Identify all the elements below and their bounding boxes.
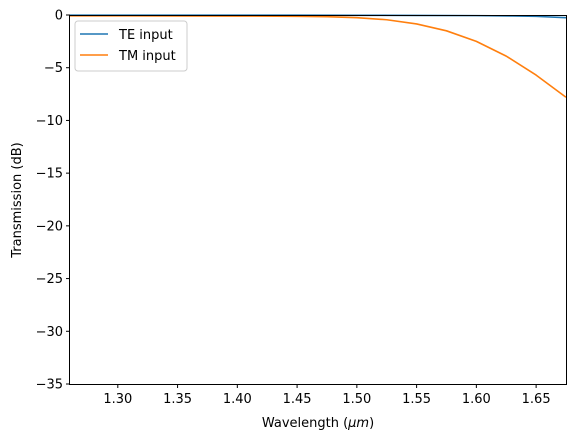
x-tick-label: 1.65 [522,392,551,407]
y-axis-label: Transmission (dB) [10,142,25,258]
legend-label-tm: TM input [118,49,176,64]
x-axis-label: Wavelength (μm) [262,416,374,431]
legend-label-te: TE input [118,28,173,43]
y-tick-label: −10 [36,114,63,129]
y-tick-label: −5 [44,61,63,76]
y-tick-label: −25 [36,272,63,287]
y-tick-label: 0 [55,9,63,24]
y-tick-label: −15 [36,167,63,182]
x-tick-label: 1.30 [103,392,132,407]
x-tick-label: 1.60 [462,392,491,407]
x-tick-label: 1.35 [163,392,192,407]
x-tick-label: 1.40 [223,392,252,407]
plot-frame [69,15,567,385]
legend: TE input TM input [74,20,188,72]
x-tick-label: 1.45 [283,392,312,407]
y-axis: 0 −5 −10 −15 −20 −25 −30 −35 [36,9,70,393]
y-tick-label: −20 [36,219,63,234]
x-tick-label: 1.50 [342,392,371,407]
y-tick-label: −35 [36,378,63,393]
y-tick-label: −30 [36,325,63,340]
x-axis: 1.30 1.35 1.40 1.45 1.50 1.55 1.60 1.65 [103,384,551,407]
x-tick-label: 1.55 [402,392,431,407]
